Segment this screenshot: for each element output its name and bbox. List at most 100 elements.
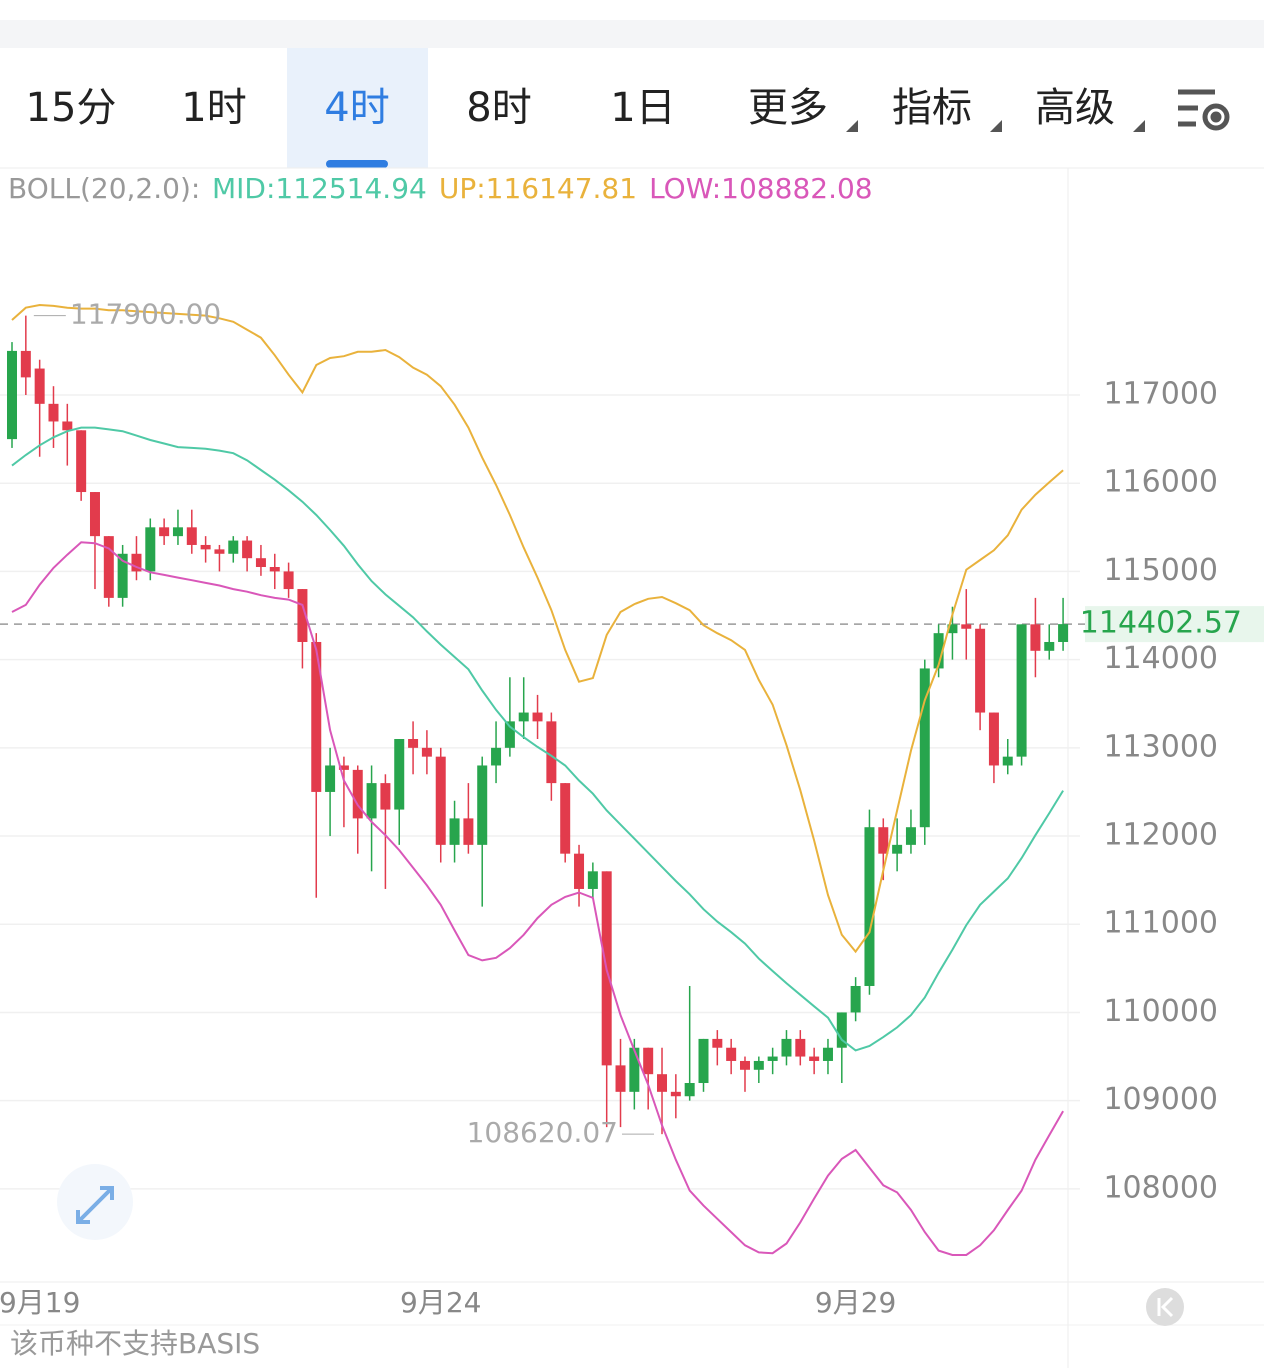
- candle-body: [159, 527, 170, 537]
- boll-line: [11, 541, 1064, 1256]
- x-tick-label: 9月19: [0, 1286, 80, 1319]
- tab[interactable]: 高级: [1035, 85, 1115, 131]
- candle-body: [1044, 641, 1055, 651]
- candle-body: [1002, 756, 1013, 766]
- candle-body: [103, 536, 114, 598]
- y-tick-label: 113000: [1103, 729, 1218, 764]
- candle-body: [172, 527, 183, 537]
- tab[interactable]: 1日: [610, 85, 675, 131]
- candle-body: [698, 1038, 709, 1084]
- candle-body: [919, 668, 930, 828]
- candle-body: [477, 765, 488, 845]
- candle-body: [739, 1060, 750, 1070]
- candle-body: [836, 1012, 847, 1048]
- candle-body: [491, 747, 502, 766]
- candle-body: [574, 853, 585, 889]
- candle-body: [463, 818, 474, 845]
- candle-body: [560, 783, 571, 854]
- top-bar: [0, 20, 1264, 48]
- candle-body: [48, 403, 59, 422]
- scroll-latest-button[interactable]: [1146, 1288, 1184, 1326]
- candle-body: [684, 1083, 695, 1097]
- candle-body: [629, 1047, 640, 1092]
- candle-body: [325, 765, 336, 792]
- marker-label: 117900.00: [70, 298, 221, 331]
- indicator-value: LOW:108882.08: [649, 172, 873, 205]
- candle-body: [712, 1038, 723, 1048]
- candle-body: [62, 421, 73, 431]
- candle-body: [366, 783, 377, 819]
- candle-body: [352, 769, 363, 819]
- expand-button[interactable]: [57, 1164, 133, 1240]
- candle-body: [892, 844, 903, 854]
- candle-body: [753, 1060, 764, 1070]
- tab[interactable]: 15分: [26, 85, 117, 131]
- candle-body: [408, 739, 419, 748]
- x-tick-label: 9月29: [815, 1286, 896, 1319]
- candle-body: [795, 1038, 806, 1057]
- candle-body: [255, 558, 266, 568]
- candle-body: [864, 827, 875, 986]
- candle-body: [145, 527, 156, 572]
- candle-body: [643, 1047, 654, 1075]
- candle-body: [504, 721, 515, 748]
- y-tick-label: 109000: [1103, 1082, 1218, 1117]
- candle-body: [269, 567, 280, 572]
- candle-body: [518, 712, 529, 722]
- candle-body: [587, 871, 598, 889]
- y-tick-label: 117000: [1103, 377, 1218, 412]
- dropdown-caret: [846, 120, 858, 132]
- candle-body: [905, 827, 916, 845]
- candle-body: [1030, 624, 1041, 651]
- candle-body: [878, 827, 889, 854]
- y-tick-label: 116000: [1103, 465, 1218, 500]
- candle-body: [615, 1065, 626, 1092]
- dropdown-caret: [1133, 120, 1145, 132]
- tab[interactable]: 4时: [324, 85, 389, 131]
- candle-body: [186, 527, 197, 545]
- plot: [0, 303, 1085, 1256]
- indicator-label: BOLL(20,2.0):: [8, 172, 200, 205]
- marker-label: 108620.07: [467, 1116, 618, 1149]
- candle-body: [947, 624, 958, 634]
- candle-body: [394, 739, 405, 810]
- candle-body: [214, 549, 225, 554]
- tab[interactable]: 8时: [466, 85, 531, 131]
- candle-body: [34, 368, 45, 404]
- boll-line: [11, 426, 1064, 1052]
- footer-note: 该币种不支持BASIS: [10, 1327, 260, 1360]
- boll-line: [11, 303, 1064, 954]
- candle-body: [421, 747, 432, 757]
- candle-body: [961, 624, 972, 629]
- candle-body: [670, 1091, 681, 1097]
- active-tab-bg: [287, 48, 428, 168]
- y-tick-label: 111000: [1103, 906, 1218, 941]
- candle-body: [449, 818, 460, 845]
- indicator-value: MID:112514.94: [212, 172, 427, 205]
- candle-body: [76, 430, 87, 493]
- y-tick-label: 115000: [1103, 553, 1218, 588]
- candle-body: [311, 641, 322, 792]
- y-tick-label: 108000: [1103, 1170, 1218, 1205]
- candle-body: [228, 540, 239, 554]
- candle-body: [1058, 624, 1069, 642]
- candle-body: [435, 756, 446, 845]
- tab[interactable]: 1时: [181, 85, 246, 131]
- candle-body: [809, 1056, 820, 1061]
- candle-body: [1016, 624, 1027, 757]
- candle-body: [933, 633, 944, 669]
- last-price-tag: [1085, 606, 1264, 643]
- candle-body: [850, 985, 861, 1013]
- candle-body: [7, 350, 17, 440]
- tab[interactable]: 更多: [748, 85, 828, 131]
- indicator-value: UP:116147.81: [439, 172, 637, 205]
- tab[interactable]: 指标: [892, 85, 972, 131]
- candle-body: [546, 721, 557, 784]
- candle-body: [767, 1056, 778, 1061]
- candle-body: [988, 712, 999, 766]
- x-tick-label: 9月24: [400, 1286, 481, 1319]
- settings-icon[interactable]: [1178, 89, 1230, 131]
- candle-body: [89, 492, 100, 537]
- candle-body: [975, 628, 986, 713]
